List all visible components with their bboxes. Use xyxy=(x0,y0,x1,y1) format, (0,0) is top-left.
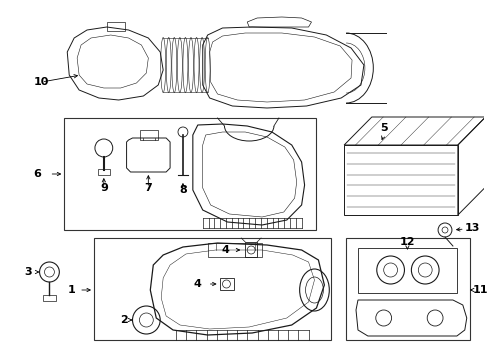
Bar xyxy=(140,130,158,140)
Text: 1: 1 xyxy=(67,285,75,295)
Bar xyxy=(207,243,262,257)
Text: 6: 6 xyxy=(34,169,41,179)
Text: 12: 12 xyxy=(399,237,414,247)
Bar xyxy=(346,238,469,340)
Bar xyxy=(219,278,234,290)
Text: 10: 10 xyxy=(34,77,49,87)
Text: 2: 2 xyxy=(120,315,127,325)
Text: 3: 3 xyxy=(24,267,31,277)
Text: 5: 5 xyxy=(379,123,386,133)
Text: 13: 13 xyxy=(464,223,479,233)
Bar xyxy=(42,295,56,301)
Bar xyxy=(94,238,330,340)
Bar xyxy=(64,118,316,230)
Text: 4: 4 xyxy=(221,245,229,255)
Bar xyxy=(106,22,124,31)
Bar xyxy=(344,145,457,215)
Bar xyxy=(357,248,456,293)
Bar xyxy=(245,242,257,257)
Bar xyxy=(98,169,109,175)
Text: 7: 7 xyxy=(144,183,152,193)
Text: 8: 8 xyxy=(179,185,186,195)
Text: 9: 9 xyxy=(100,183,107,193)
Text: 4: 4 xyxy=(193,279,202,289)
Text: 11: 11 xyxy=(472,285,488,295)
